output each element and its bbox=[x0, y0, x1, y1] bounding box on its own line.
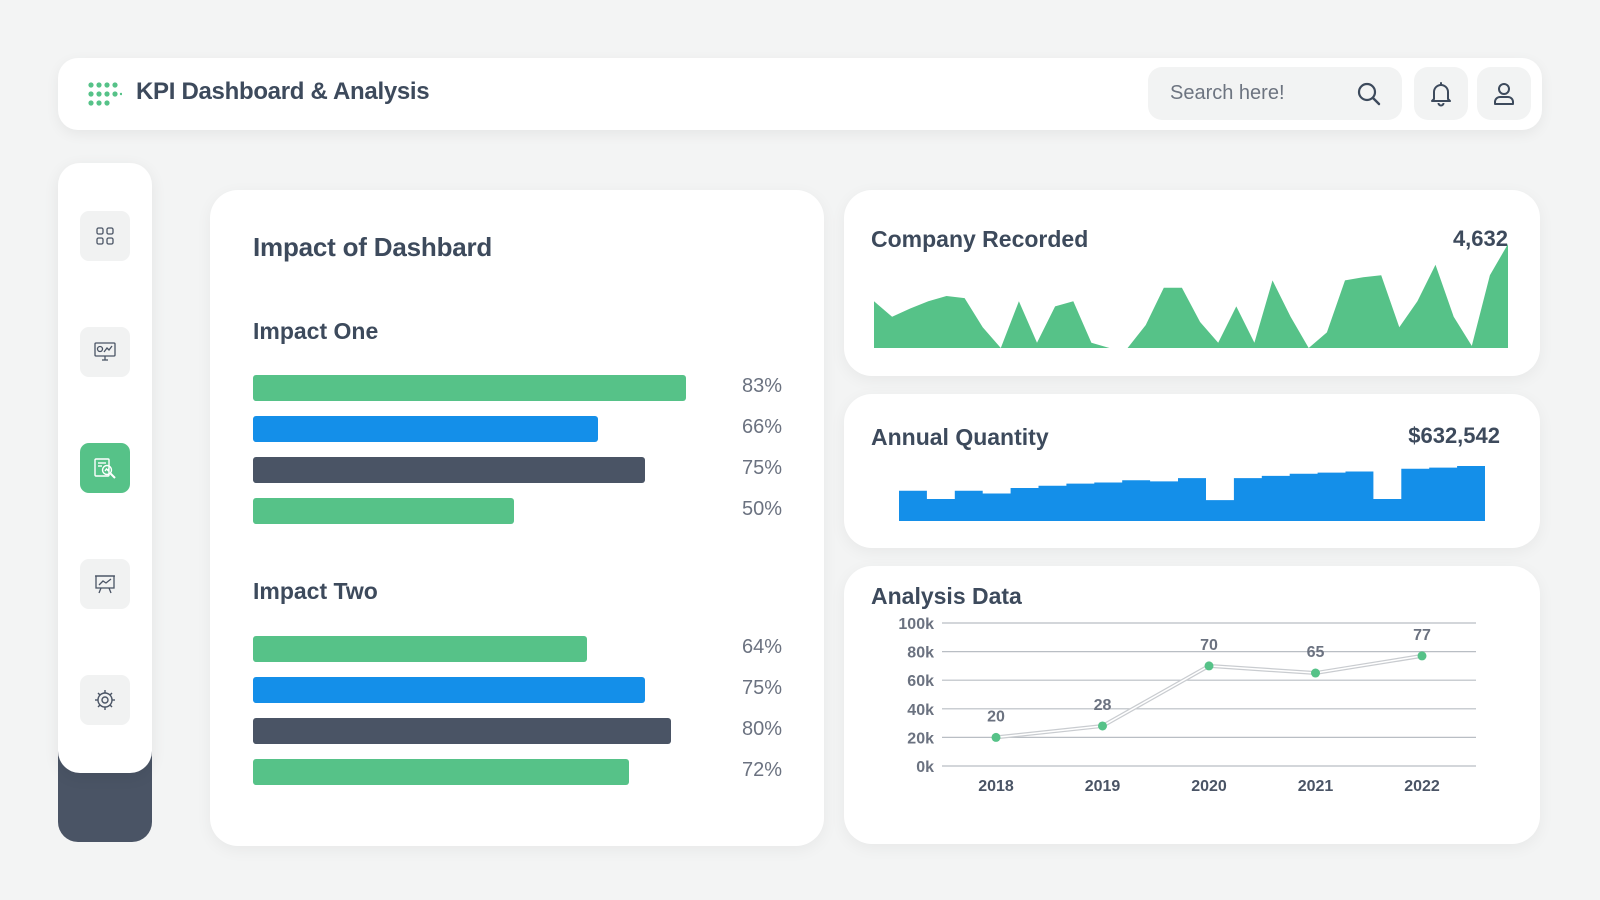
company-recorded-sparkline bbox=[874, 244, 1508, 348]
y-tick-label: 60k bbox=[907, 673, 934, 690]
impact-two-bar-4-label: 72% bbox=[742, 759, 783, 781]
impact-two-bar-2 bbox=[253, 677, 645, 703]
company-recorded-value: 4,632 bbox=[1452, 226, 1508, 251]
impact-one-bar-2 bbox=[253, 416, 598, 442]
search-input[interactable] bbox=[1170, 79, 1340, 107]
annual-quantity-sparkline bbox=[899, 466, 1485, 521]
impact-one-bar-3 bbox=[253, 457, 645, 483]
y-tick-label: 0k bbox=[916, 759, 934, 776]
y-tick-label: 80k bbox=[907, 645, 934, 662]
annual-quantity-card: Annual Quantity $632,542 bbox=[844, 394, 1540, 548]
impact-two-bar-1-label: 64% bbox=[742, 636, 783, 658]
sidebar-item-overview[interactable] bbox=[80, 211, 130, 261]
data-label: 77 bbox=[1413, 627, 1431, 644]
sidebar-item-monitor[interactable] bbox=[80, 327, 130, 377]
company-recorded-title: Company Recorded bbox=[871, 226, 1089, 252]
impact-two-bar-3-label: 80% bbox=[742, 718, 783, 740]
data-label: 65 bbox=[1307, 644, 1325, 661]
data-label: 28 bbox=[1094, 697, 1112, 714]
impact-one-bar-1 bbox=[253, 375, 687, 401]
sidebar bbox=[58, 163, 152, 773]
data-point bbox=[1098, 721, 1107, 731]
impact-one-bar-3-label: 75% bbox=[742, 457, 783, 479]
presentation-chart-icon bbox=[95, 575, 115, 594]
analysis-data-card: Analysis Data 0k 20k 40k 60k 80k 100k 2018 2019… bbox=[844, 566, 1540, 844]
top-header: KPI Dashboard & Analysis bbox=[58, 58, 1542, 130]
impact-title: Impact of Dashbard bbox=[253, 232, 493, 262]
impact-two-bar-2-label: 75% bbox=[742, 677, 783, 699]
analysis-line-chart: 0k 20k 40k 60k 80k 100k 2018 2019 2020 2021 2022 20… bbox=[898, 616, 1476, 795]
y-tick-label: 20k bbox=[907, 730, 934, 747]
annual-quantity-sparkline-area bbox=[899, 466, 1485, 521]
grid-icon bbox=[96, 227, 114, 245]
impact-one-bar-4 bbox=[253, 498, 514, 524]
impact-two-bar-4 bbox=[253, 759, 629, 785]
impact-two-bar-3 bbox=[253, 718, 671, 744]
x-tick-label: 2019 bbox=[1085, 778, 1121, 795]
x-tick-label: 2018 bbox=[978, 778, 1014, 795]
notifications-button[interactable] bbox=[1414, 67, 1468, 120]
company-recorded-card: Company Recorded 4,632 bbox=[844, 190, 1540, 376]
data-point bbox=[1204, 661, 1214, 671]
annual-quantity-value: $632,542 bbox=[1408, 423, 1500, 448]
bell-icon bbox=[1431, 81, 1451, 106]
impact-one-bar-1-label: 83% bbox=[742, 375, 783, 397]
search-icon[interactable] bbox=[1356, 81, 1382, 107]
user-profile-button[interactable] bbox=[1477, 67, 1531, 120]
monitor-chart-icon bbox=[94, 342, 116, 361]
report-search-icon bbox=[94, 458, 116, 479]
company-recorded-sparkline-area bbox=[874, 244, 1508, 348]
y-tick-label: 40k bbox=[907, 702, 934, 719]
dots-grid-logo-icon bbox=[88, 82, 122, 106]
impact-card: Impact of Dashbard Impact One 83% 66% 75… bbox=[210, 190, 824, 846]
sidebar-item-reports[interactable] bbox=[80, 443, 130, 493]
data-point bbox=[1417, 651, 1427, 661]
sidebar-item-presentation[interactable] bbox=[80, 559, 130, 609]
data-label: 20 bbox=[987, 708, 1005, 725]
x-tick-label: 2020 bbox=[1191, 778, 1227, 795]
impact-two-title: Impact Two bbox=[253, 578, 378, 604]
annual-quantity-title: Annual Quantity bbox=[871, 424, 1049, 450]
analysis-data-title: Analysis Data bbox=[871, 583, 1022, 609]
impact-two-bar-1 bbox=[253, 636, 588, 662]
data-point bbox=[1311, 668, 1320, 678]
search-box[interactable] bbox=[1148, 67, 1402, 120]
impact-one-title: Impact One bbox=[253, 318, 379, 344]
data-label: 70 bbox=[1200, 637, 1218, 654]
data-point bbox=[991, 732, 1001, 742]
app-title: KPI Dashboard & Analysis bbox=[136, 78, 430, 105]
y-tick-label: 100k bbox=[898, 616, 934, 633]
settings-gear-icon bbox=[95, 690, 115, 710]
x-tick-label: 2022 bbox=[1404, 778, 1440, 795]
impact-one-bar-4-label: 50% bbox=[742, 498, 783, 520]
impact-one-bar-2-label: 66% bbox=[742, 416, 783, 438]
user-icon bbox=[1494, 82, 1514, 105]
sidebar-item-settings[interactable] bbox=[80, 675, 130, 725]
x-tick-label: 2021 bbox=[1298, 778, 1334, 795]
